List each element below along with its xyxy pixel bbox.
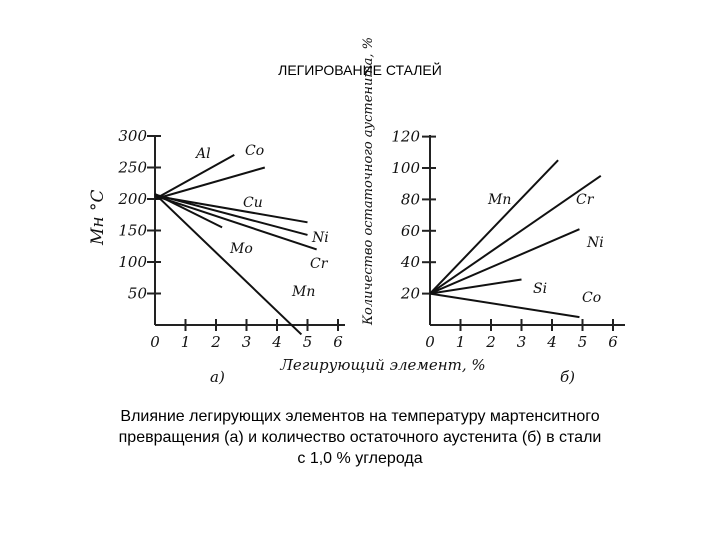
panel-b-xtick-label-0: 0 bbox=[425, 333, 435, 351]
caption-line-1: Влияние легирующих элементов на температ… bbox=[120, 408, 600, 425]
panel-a-ytick-label-200: 200 bbox=[117, 190, 147, 208]
panel-a-series-line-cr bbox=[154, 194, 317, 251]
panel-a-series-label-mo: Mo bbox=[229, 241, 253, 257]
panel-a-ytick-label-300: 300 bbox=[118, 127, 147, 145]
panel-a-series-label-cr: Cr bbox=[310, 256, 329, 272]
panel-a-xtick-label-0: 0 bbox=[150, 333, 160, 351]
panel-b-series-line-si bbox=[429, 278, 522, 295]
panel-a-series-label-al: Al bbox=[194, 146, 211, 162]
panel-a-series-label-ni: Ni bbox=[311, 230, 329, 246]
panel-a-series-label-cu: Cu bbox=[243, 195, 263, 211]
panel-b-xtick-label-6: 6 bbox=[608, 333, 618, 351]
panel-a-series-line-cu bbox=[154, 194, 308, 224]
panel-b-series-label-mn: Mn bbox=[487, 192, 511, 208]
panel-a-xtick-label-6: 6 bbox=[333, 333, 343, 351]
panel-b-ylabel: Количество остаточного аустенита, % bbox=[361, 37, 376, 326]
panel-b-xtick-label-1: 1 bbox=[456, 333, 466, 351]
panel-a-xtick-label-4: 4 bbox=[271, 333, 282, 351]
panel-a-xtick-label-3: 3 bbox=[242, 333, 252, 351]
panel-a-xtick-label-2: 2 bbox=[210, 333, 221, 351]
panel-a-xtick-label-1: 1 bbox=[181, 333, 191, 351]
panel-b-ytick-label-20: 20 bbox=[400, 285, 421, 303]
panel-b-series-label-si: Si bbox=[533, 281, 547, 297]
panel-b-series-line-co bbox=[429, 292, 580, 319]
panel-b-ytick-label-120: 120 bbox=[391, 128, 420, 146]
panel-b-series-label-ni: Ni bbox=[586, 235, 604, 251]
panel-b-xtick-label-5: 5 bbox=[578, 333, 588, 351]
panel-a-series-line-co bbox=[154, 166, 266, 200]
panel-a-series-line-mo bbox=[154, 193, 223, 229]
panel-b-ytick-label-60: 60 bbox=[401, 222, 421, 240]
panel-b-ytick-label-80: 80 bbox=[401, 190, 421, 208]
panel-b-xtick-label-4: 4 bbox=[546, 333, 557, 351]
panel-a-xtick-label-5: 5 bbox=[303, 333, 313, 351]
panel-a-ylabel: Мн °С bbox=[88, 189, 108, 246]
panel-a-series-line-ni bbox=[154, 193, 308, 236]
panel-b-series-line-ni bbox=[429, 228, 580, 295]
caption-line-3: с 1,0 % углерода bbox=[297, 450, 423, 467]
figure-caption: Влияние легирующих элементов на температ… bbox=[40, 406, 680, 469]
panel-a-ytick-label-50: 50 bbox=[128, 285, 148, 303]
panel-b-series-line-mn bbox=[429, 159, 559, 295]
panel-b-ytick-label-100: 100 bbox=[391, 159, 420, 177]
panel-b-label: б) bbox=[560, 368, 575, 386]
panel-b-xtick-label-2: 2 bbox=[485, 333, 496, 351]
panel-a-series-label-mn: Mn bbox=[291, 284, 315, 300]
page-title: ЛЕГИРОВАНИЕ СТАЛЕЙ bbox=[278, 62, 442, 78]
panel-a-ytick-label-250: 250 bbox=[117, 159, 147, 177]
panel-a-series-line-al bbox=[154, 154, 235, 200]
panel-b-xtick-label-3: 3 bbox=[517, 333, 527, 351]
panel-a-series-label-co: Co bbox=[245, 143, 264, 159]
panel-b-series-label-co: Co bbox=[582, 290, 601, 306]
panel-a-label: а) bbox=[210, 368, 225, 386]
panel-a-series-line-mn bbox=[154, 193, 303, 336]
caption-line-2: превращения (а) и количество остаточного… bbox=[118, 429, 602, 446]
x-axis-label: Легирующий элемент, % bbox=[279, 356, 485, 374]
panel-a-ytick-label-100: 100 bbox=[118, 253, 147, 271]
panel-a-ytick-label-150: 150 bbox=[118, 222, 147, 240]
panel-b-series-label-cr: Cr bbox=[576, 192, 595, 208]
panel-b-series-line-cr bbox=[429, 175, 602, 295]
panel-b-ytick-label-40: 40 bbox=[400, 253, 421, 271]
